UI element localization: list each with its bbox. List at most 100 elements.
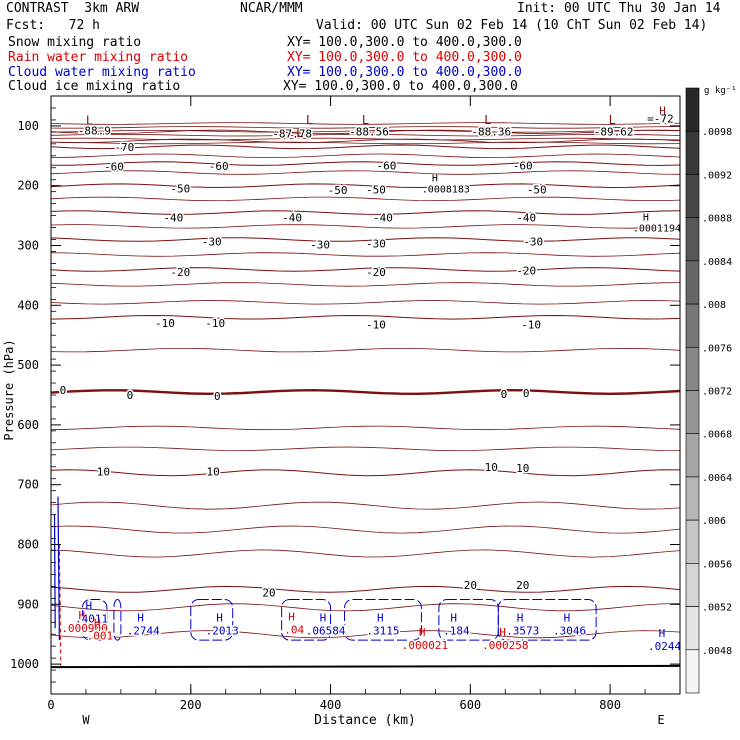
y-axis-label: Pressure (hPa) (2, 339, 16, 440)
valid-time: Valid: 00 UTC Sun 02 Feb 14 (10 ChT Sun … (316, 18, 708, 33)
legend-cloud-water-label: Cloud water mixing ratio (8, 65, 196, 80)
isotherm-label: -40 (373, 211, 393, 224)
y-tick-label: 500 (17, 358, 39, 372)
isotherm-label: -10 (205, 317, 225, 330)
isotherm-label: -60 (513, 159, 533, 172)
temperature-min-label: -87.78 (272, 128, 312, 141)
legend-snow-label: Snow mixing ratio (8, 35, 142, 50)
cloud-high-marker: H (517, 611, 524, 624)
isotherm-label: 0 (501, 388, 508, 401)
isotherm-label: -10 (366, 318, 386, 331)
isotherm-label: -10 (155, 317, 175, 330)
cloud-high-marker: H (320, 611, 327, 624)
cloud-max-label: .2744 (127, 624, 160, 637)
colorbar-swatch (685, 606, 700, 651)
legend-cloud-water-xy: XY= 100.0,300.0 to 400.0,300.0 (287, 65, 522, 80)
colorbar-tick-label: .0084 (702, 257, 732, 268)
cloud-max-label: .06584 (306, 624, 346, 637)
snow-high-marker: H (432, 174, 438, 185)
isotherm-line-minor (50, 153, 681, 159)
colorbar-swatch (685, 87, 700, 132)
low-marker: L (86, 114, 93, 128)
isotherm-label: -20 (170, 266, 190, 279)
isotherm-label: 20 (516, 579, 529, 592)
upper-isotherm-line (50, 122, 681, 125)
west-label: W (82, 713, 90, 727)
rain-high-marker: H (499, 626, 506, 639)
y-tick-label: 900 (17, 597, 39, 611)
isotherm-label: -30 (523, 235, 543, 248)
isotherm-line-minor (50, 501, 681, 510)
east-label: E (657, 713, 664, 727)
colorbar-tick-label: .0056 (702, 559, 732, 570)
isotherm-line (50, 388, 681, 396)
rain-max-label: .000021 (402, 639, 448, 652)
upper-isotherm-line (50, 126, 681, 129)
isotherm-line-minor (50, 630, 681, 639)
cloud-high-marker: H (86, 599, 93, 612)
colorbar: .0098 .0092 .0088 .0084 .008 .0076 .0072 .0068.… (685, 86, 737, 694)
low-marker: L (609, 113, 616, 127)
isotherm-label: 20 (262, 586, 275, 599)
x-axis-label: Distance (km) (314, 713, 416, 728)
colorbar-tick-label: .0072 (702, 387, 732, 398)
snow-high-marker: H (643, 213, 649, 224)
isotherm-label: -40 (163, 211, 183, 224)
rain-contour (58, 544, 62, 666)
cloud-high-marker: H (137, 611, 144, 624)
colorbar-swatch (685, 390, 700, 435)
colorbar-tick-label: .0052 (702, 603, 732, 614)
rain-high-marker: H (419, 626, 426, 639)
colorbar-swatch (685, 476, 700, 521)
colorbar-tick-label: .0098 (702, 127, 732, 138)
legend-rain-xy: XY= 100.0,300.0 to 400.0,300.0 (287, 50, 522, 65)
colorbar-units: g kg⁻¹ (704, 86, 737, 96)
cloud-water-contour (344, 599, 422, 641)
y-tick-label: 1000 (10, 657, 39, 671)
isotherm-line (51, 161, 681, 166)
isotherm-label: 10 (516, 462, 529, 475)
y-tick-label: 300 (17, 239, 39, 253)
x-tick-label: 200 (180, 698, 202, 712)
isotherm-label: -70 (114, 141, 134, 154)
isotherm-label: -50 (328, 184, 348, 197)
temperature-min-label: -88.36 (471, 125, 511, 138)
isotherm-label: 0 (127, 389, 134, 402)
isotherm-line-minor (50, 282, 681, 287)
cloud-high-marker: H (216, 611, 223, 624)
colorbar-swatch (685, 649, 700, 694)
isotherm-line-minor (50, 252, 681, 257)
colorbar-tick-label: .0048 (702, 646, 732, 657)
colorbar-tick-label: .0064 (702, 473, 732, 484)
colorbar-swatch (685, 433, 700, 478)
x-tick-label: 0 (47, 698, 54, 712)
cloud-max-label: .2013 (206, 624, 239, 637)
cloud-high-marker: H (564, 611, 571, 624)
rain-max-label: .001 (87, 629, 114, 642)
temperature-contours (50, 122, 681, 669)
rain-max-label: .000258 (482, 639, 528, 652)
isotherm-line-minor (50, 603, 681, 612)
isotherm-line-minor (50, 525, 681, 534)
y-tick-label: 600 (17, 418, 39, 432)
colorbar-tick-label: .0076 (702, 343, 732, 354)
cloud-water-contour (190, 599, 234, 641)
low-marker: L (484, 113, 491, 127)
cloud-water-contour (53, 496, 60, 641)
colorbar-swatch (685, 130, 700, 175)
rain-high-marker: H (79, 609, 86, 622)
temperature-min-label: -88.9 (78, 125, 111, 138)
isotherm-line-minor (50, 425, 681, 431)
upper-isotherm-line (50, 133, 681, 137)
low-marker: L (296, 126, 303, 140)
x-tick-label: 600 (459, 698, 481, 712)
isotherm-label: 10 (207, 466, 220, 479)
chart-markers: -70 -60 -60 -60 -60 -50 -50 -50 -50 -40 -40 -40 -40 -… (53, 104, 683, 666)
isotherm-label: -40 (282, 211, 302, 224)
upper-isotherm-line (50, 141, 681, 145)
colorbar-swatch (685, 174, 700, 218)
low-marker: L (306, 113, 313, 127)
colorbar-swatch (685, 217, 700, 262)
